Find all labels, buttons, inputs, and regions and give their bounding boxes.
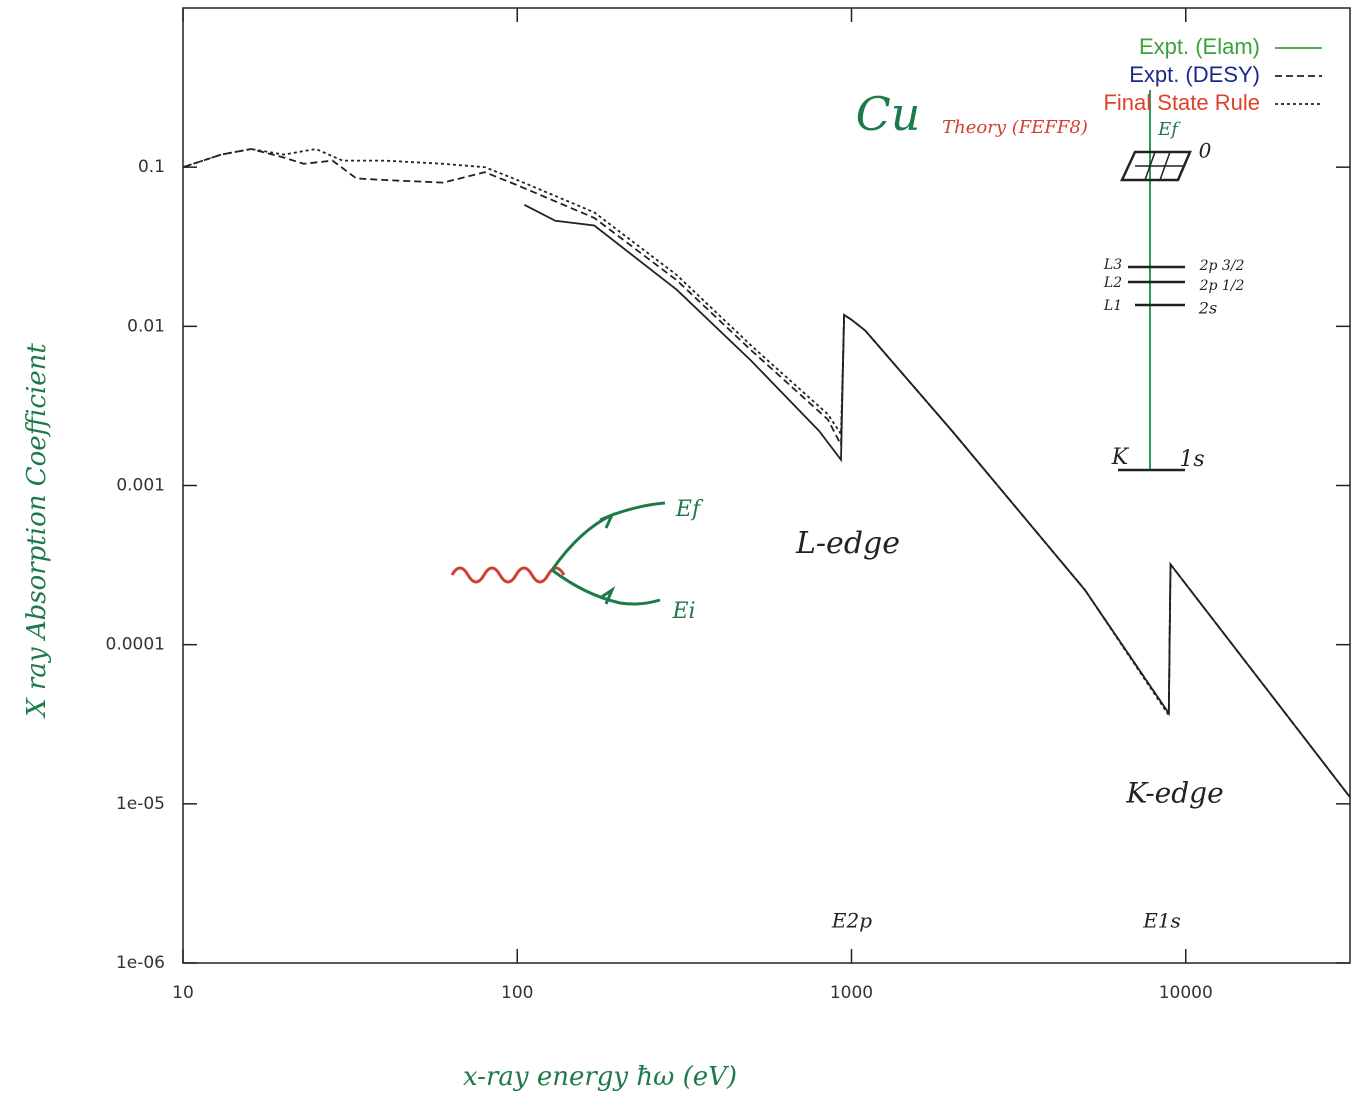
x-axis-label: x-ray energy ħω (eV) — [463, 1062, 737, 1092]
y-tick-label: 0.1 — [138, 157, 165, 177]
level-diagram — [1118, 90, 1192, 472]
series-line — [182, 148, 1351, 798]
annotation: Ef — [1157, 119, 1181, 140]
y-axis-label: X ray Absorption Coefficient — [22, 343, 52, 719]
x-tick-label: 10000 — [1159, 983, 1213, 1003]
annotation: L-edge — [795, 526, 900, 561]
annotation: E1s — [1142, 909, 1181, 933]
y-tick-label: 1e-06 — [116, 953, 165, 973]
series-line — [182, 148, 1351, 798]
annotation: Cu — [856, 87, 921, 141]
legend-label: Expt. (Elam) — [1139, 34, 1260, 59]
y-tick-label: 0.001 — [116, 476, 165, 496]
legend-label: Expt. (DESY) — [1129, 62, 1260, 87]
x-tick-label: 10 — [172, 983, 194, 1003]
annotation: 0 — [1199, 139, 1212, 163]
annotation: 2p 1/2 — [1199, 278, 1245, 294]
annotation: L3 — [1103, 257, 1122, 273]
annotation: Ei — [671, 599, 695, 624]
annotation: 1s — [1179, 447, 1204, 472]
photon-sketch — [450, 501, 666, 606]
x-tick-label: 100 — [501, 983, 533, 1003]
annotation: 2p 3/2 — [1199, 258, 1245, 274]
y-tick-label: 0.0001 — [106, 635, 165, 655]
annotation: K-edge — [1125, 777, 1223, 810]
legend-label: Final State Rule — [1103, 90, 1260, 115]
annotation: K — [1111, 445, 1130, 470]
annotation: L1 — [1103, 298, 1122, 314]
annotation: 2s — [1198, 299, 1217, 318]
annotation: L2 — [1103, 275, 1122, 291]
annotation: Theory (FEFF8) — [942, 117, 1088, 138]
x-tick-label: 1000 — [830, 983, 873, 1003]
annotation: Ef — [675, 497, 704, 522]
y-tick-label: 0.01 — [127, 316, 165, 336]
annotation: E2p — [831, 909, 872, 933]
y-tick-label: 1e-05 — [116, 794, 165, 814]
